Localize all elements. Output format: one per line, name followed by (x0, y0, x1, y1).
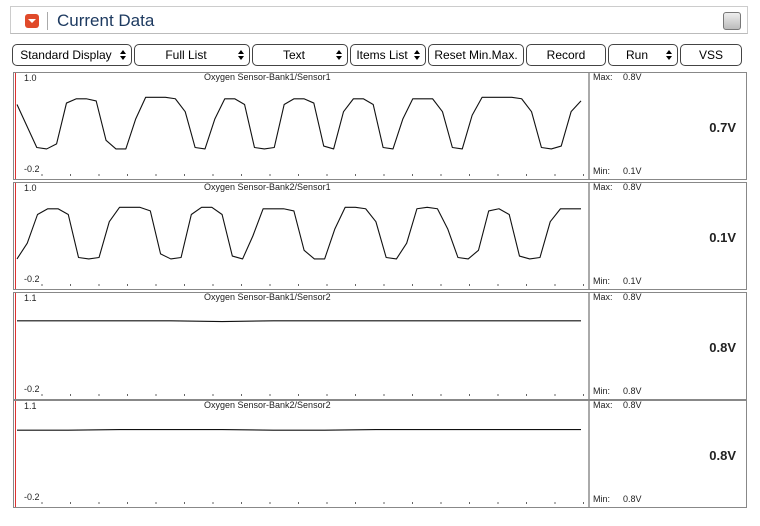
max-label: Max: (593, 293, 613, 302)
toolbar-button[interactable]: Standard Display (12, 44, 132, 66)
dropdown-arrow (336, 50, 342, 61)
scale-label: 1.1 (24, 401, 37, 411)
graph-panel: -0.2 1.1 Oxygen Sensor-Bank2/Sensor2 Max: 0.… (13, 400, 747, 509)
button-label: Items List (356, 48, 408, 62)
scale-label: -0.2 (24, 384, 40, 394)
scale-label: -0.2 (24, 492, 40, 502)
signal-line (16, 206, 581, 260)
signal-line (17, 428, 581, 431)
graph-panel: -0.2 1.0 Oxygen Sensor-Bank2/Sensor1 Max: 0.… (13, 182, 747, 291)
scale-label: -0.2 (24, 274, 40, 284)
button-label: Run (625, 48, 648, 62)
toolbar: Standard Display Full List Text Items List R… (12, 44, 742, 66)
dropdown-arrow (238, 50, 244, 61)
dropdown-arrow (120, 50, 126, 61)
toolbar-button[interactable]: Record (526, 44, 606, 66)
max-label: Max: (593, 73, 613, 82)
max-value: 0.8V (623, 183, 642, 192)
menu-icon[interactable] (723, 12, 741, 30)
current-value: 0.8V (709, 340, 736, 355)
button-label: Standard Display (20, 48, 112, 62)
signal-line (16, 96, 582, 150)
collapse-icon[interactable] (25, 14, 39, 28)
min-value: 0.8V (623, 494, 642, 504)
scale-label: -0.2 (24, 164, 40, 174)
toolbar-button[interactable]: Full List (134, 44, 250, 66)
graph-title: Oxygen Sensor-Bank2/Sensor2 (204, 401, 331, 410)
graph: -0.2 1.1 Oxygen Sensor-Bank2/Sensor2 Max: 0.… (15, 400, 736, 509)
max-value: 0.8V (623, 73, 642, 82)
graph-title: Oxygen Sensor-Bank1/Sensor1 (204, 73, 331, 82)
graph-panel: -0.2 1.1 Oxygen Sensor-Bank1/Sensor2 Max: 0.… (13, 292, 747, 401)
current-value: 0.7V (709, 120, 736, 135)
toolbar-button[interactable]: VSS (680, 44, 742, 66)
min-value: 0.1V (623, 276, 642, 286)
current-value: 0.1V (709, 230, 736, 245)
graph: -0.2 1.0 Oxygen Sensor-Bank1/Sensor1 Max: 0.… (15, 72, 736, 181)
graph-title: Oxygen Sensor-Bank2/Sensor1 (204, 183, 331, 192)
header: Current Data (10, 6, 748, 34)
graph-title: Oxygen Sensor-Bank1/Sensor2 (204, 293, 331, 302)
toolbar-button[interactable]: Items List (350, 44, 426, 66)
scale-label: 1.0 (24, 73, 37, 83)
button-label: Record (546, 48, 586, 62)
scale-label: 1.0 (24, 183, 37, 193)
min-label: Min: (593, 276, 610, 286)
max-label: Max: (593, 183, 613, 192)
toolbar-button[interactable]: Run (608, 44, 678, 66)
signal-line (17, 320, 581, 323)
min-label: Min: (593, 494, 610, 504)
dropdown-arrow (414, 50, 420, 61)
min-label: Min: (593, 166, 610, 176)
max-label: Max: (593, 401, 613, 410)
graph-panel: -0.2 1.0 Oxygen Sensor-Bank1/Sensor1 Max: 0.… (13, 72, 747, 181)
min-value: 0.8V (623, 386, 642, 396)
button-label: Full List (165, 48, 207, 62)
current-value: 0.8V (709, 448, 736, 463)
max-value: 0.8V (623, 293, 642, 302)
max-value: 0.8V (623, 401, 642, 410)
title: Current Data (57, 11, 155, 30)
button-label: Reset Min.Max. (434, 48, 518, 62)
graph: -0.2 1.0 Oxygen Sensor-Bank2/Sensor1 Max: 0.… (15, 182, 736, 291)
toolbar-button[interactable]: Reset Min.Max. (428, 44, 524, 66)
button-label: Text (282, 48, 305, 62)
separator (47, 12, 48, 30)
min-value: 0.1V (623, 166, 642, 176)
min-label: Min: (593, 386, 610, 396)
dropdown-arrow (666, 50, 672, 61)
scale-label: 1.1 (24, 293, 37, 303)
toolbar-button[interactable]: Text (252, 44, 348, 66)
graph: -0.2 1.1 Oxygen Sensor-Bank1/Sensor2 Max: 0.… (15, 292, 736, 401)
button-label: VSS (698, 48, 723, 62)
